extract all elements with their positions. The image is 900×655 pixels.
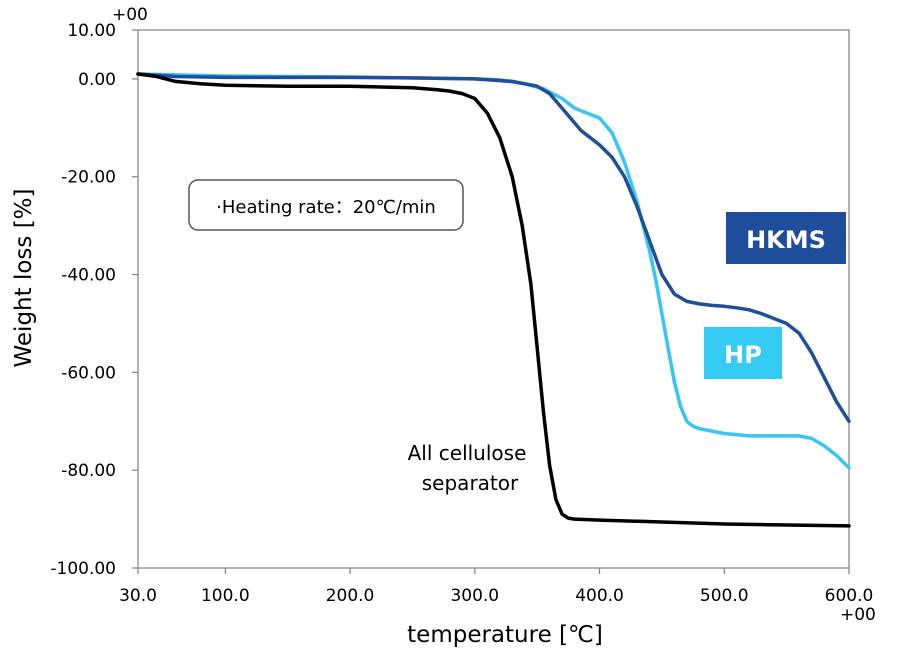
y-axis-ticks: 10.00 0.00 -20.00 -40.00 -60.00 -80.00 -100.00 [50,21,138,579]
x-tick-label: 300.0 [450,586,499,606]
y-axis-label: Weight loss [%] [11,189,37,368]
series-line-hkms [136,72,851,424]
heating-rate-text: ·Heating rate：20℃/min [216,197,436,218]
x-axis-label: temperature [℃] [407,622,603,648]
x-tick-label: 100.0 [201,586,250,606]
x-axis-exponent-label: +00 [840,605,876,625]
hp-label: HP [724,341,762,369]
hp-label-box [704,327,782,379]
series-layer [136,72,851,528]
hkms-label-box [726,212,846,264]
x-tick-label: 600.0 [825,586,874,606]
plot-area [137,29,850,569]
x-tick-label: 30.0 [119,586,157,606]
series-line-hp [136,72,851,470]
x-tick-label: 400.0 [575,586,624,606]
y-tick-label: -100.00 [50,559,116,579]
y-tick-label: -80.00 [61,461,116,481]
y-tick-label: -60.00 [61,363,116,383]
series-line-all-cellulose-separator [136,72,851,528]
y-tick-label: -20.00 [61,168,116,188]
cellulose-label-line2: separator [422,471,519,495]
y-axis-exponent-label: +00 [112,5,148,25]
y-tick-label: -40.00 [61,266,116,286]
x-tick-label: 200.0 [326,586,375,606]
x-axis-ticks: 30.0 100.0 200.0 300.0 400.0 500.0 600.0 [119,568,873,606]
hkms-label: HKMS [746,226,826,254]
y-tick-label: 0.00 [78,70,116,90]
cellulose-label-line1: All cellulose [408,441,527,465]
x-tick-label: 500.0 [700,586,749,606]
y-tick-label: 10.00 [67,21,116,41]
heating-rate-box [188,179,464,231]
